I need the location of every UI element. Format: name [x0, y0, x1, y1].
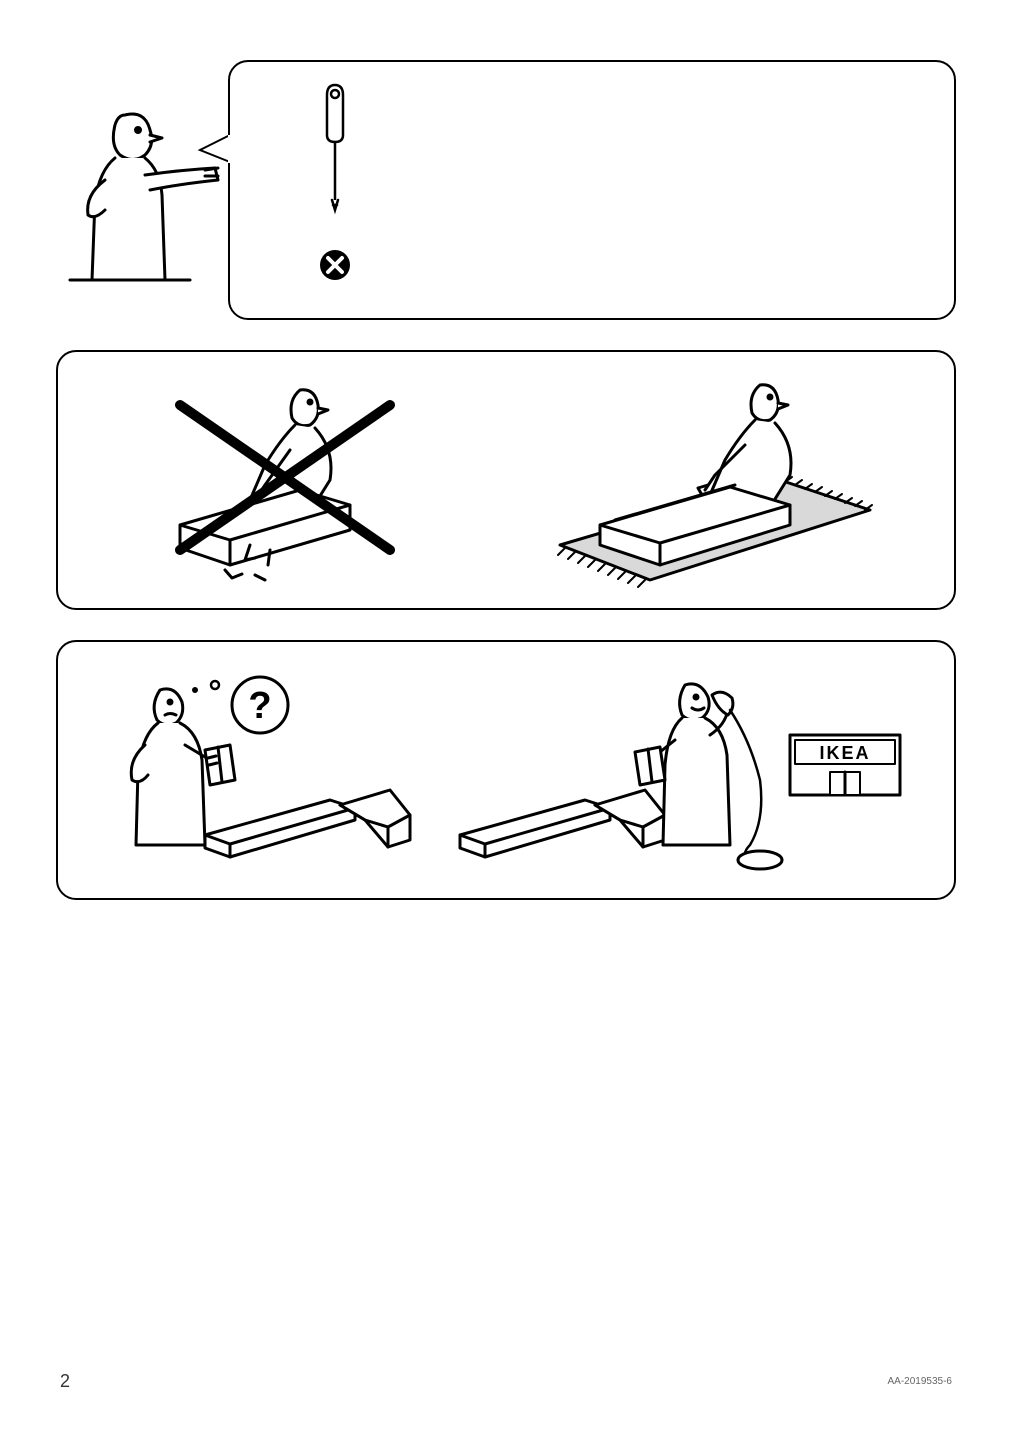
ikea-store-label: IKEA: [819, 743, 870, 763]
assembly-wrong-icon: [120, 370, 440, 600]
document-id: AA-2019535-6: [888, 1376, 953, 1387]
speech-pointer-icon: [195, 130, 235, 170]
person-confused-icon: ?: [90, 660, 440, 890]
screwdriver-icon: [315, 80, 355, 240]
no-symbol-icon: [318, 248, 352, 282]
assembly-carpet-icon: [530, 370, 890, 600]
person-calling-ikea-icon: IKEA: [450, 660, 930, 890]
page-number: 2: [60, 1371, 70, 1392]
svg-text:?: ?: [248, 685, 271, 727]
page-footer: 2 AA-2019535-6: [0, 1371, 1012, 1392]
